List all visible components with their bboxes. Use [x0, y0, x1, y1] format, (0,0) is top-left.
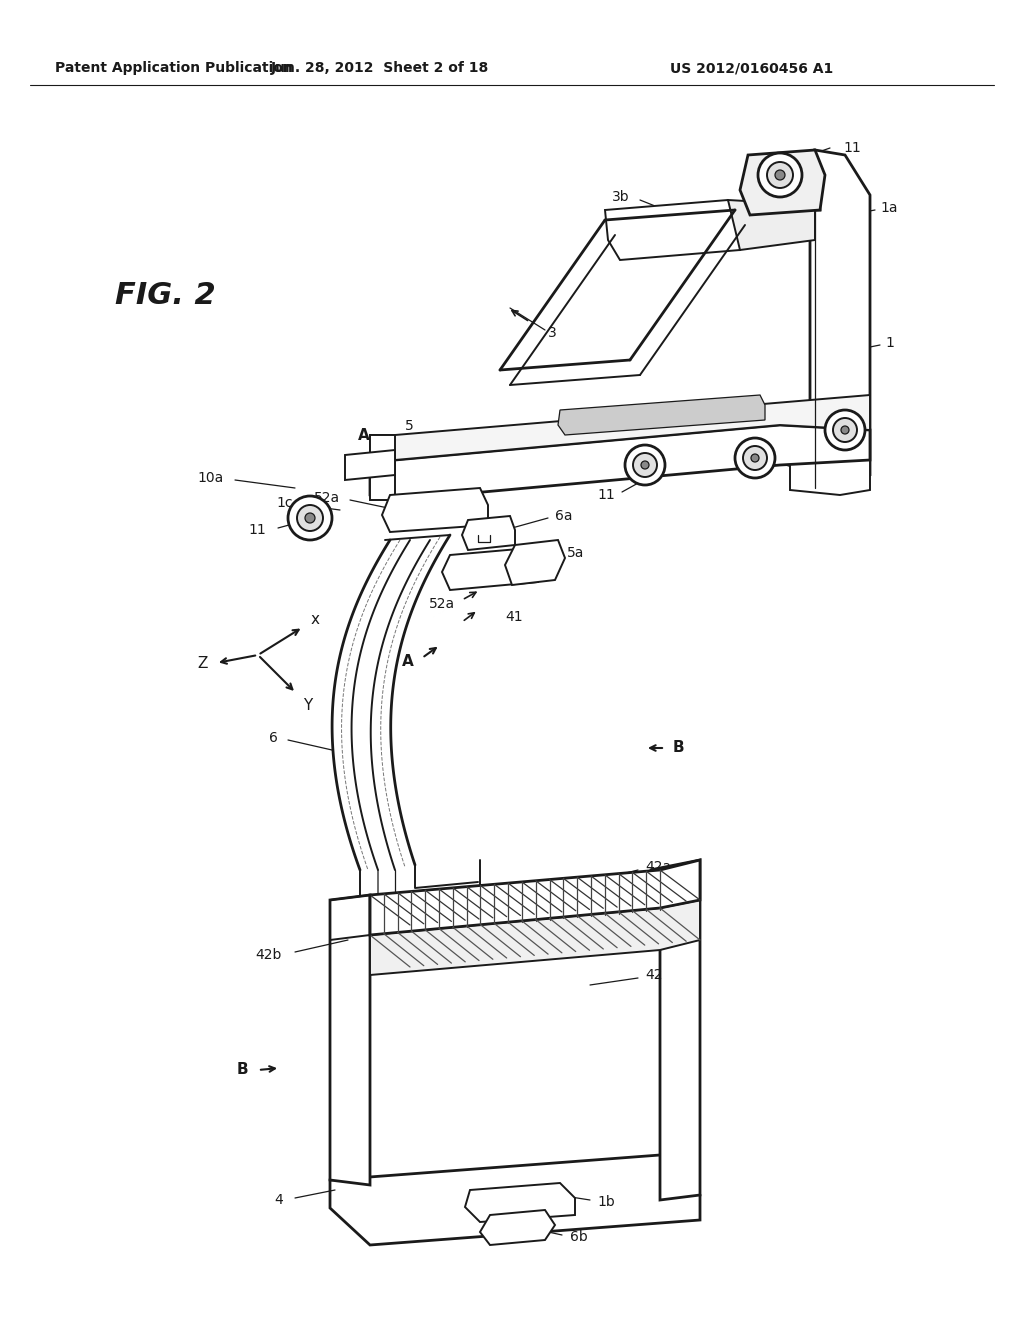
- Polygon shape: [810, 150, 870, 490]
- Polygon shape: [790, 447, 870, 495]
- Circle shape: [825, 411, 865, 450]
- Circle shape: [305, 513, 315, 523]
- Circle shape: [841, 426, 849, 434]
- Text: 3b: 3b: [612, 190, 630, 205]
- Text: Jun. 28, 2012  Sheet 2 of 18: Jun. 28, 2012 Sheet 2 of 18: [271, 61, 489, 75]
- Polygon shape: [370, 900, 700, 975]
- Polygon shape: [370, 425, 870, 500]
- Polygon shape: [650, 861, 700, 1200]
- Text: 42b: 42b: [256, 948, 282, 962]
- Circle shape: [297, 506, 323, 531]
- Circle shape: [743, 446, 767, 470]
- Text: Z: Z: [198, 656, 208, 671]
- Text: FIG. 2: FIG. 2: [115, 281, 215, 309]
- Text: 41: 41: [505, 610, 522, 624]
- Circle shape: [833, 418, 857, 442]
- Polygon shape: [558, 395, 765, 436]
- Text: 1: 1: [885, 337, 894, 350]
- Polygon shape: [370, 395, 870, 459]
- Text: 42a: 42a: [645, 861, 671, 874]
- Text: 1b: 1b: [597, 1195, 614, 1209]
- Text: 5a: 5a: [567, 546, 585, 560]
- Polygon shape: [605, 201, 740, 260]
- Polygon shape: [480, 1210, 555, 1245]
- Circle shape: [758, 153, 802, 197]
- Polygon shape: [442, 548, 538, 590]
- Polygon shape: [505, 540, 565, 585]
- Polygon shape: [382, 488, 488, 532]
- Circle shape: [288, 496, 332, 540]
- Polygon shape: [370, 861, 700, 935]
- Text: 10a: 10a: [198, 471, 224, 484]
- Text: 3a: 3a: [853, 455, 870, 469]
- Circle shape: [641, 461, 649, 469]
- Circle shape: [775, 170, 785, 180]
- Text: 3b: 3b: [640, 450, 658, 465]
- Text: 42: 42: [645, 968, 663, 982]
- Circle shape: [625, 445, 665, 484]
- Text: 3: 3: [548, 326, 557, 341]
- Polygon shape: [465, 1183, 575, 1222]
- Text: 52a: 52a: [314, 491, 340, 506]
- Text: A: A: [358, 428, 370, 442]
- Text: x: x: [310, 612, 319, 627]
- Text: 4: 4: [274, 1193, 283, 1206]
- Polygon shape: [370, 436, 395, 500]
- Polygon shape: [330, 895, 370, 1185]
- Text: 1a: 1a: [880, 201, 897, 215]
- Text: US 2012/0160456 A1: US 2012/0160456 A1: [670, 61, 834, 75]
- Text: 6b: 6b: [570, 1230, 588, 1243]
- Text: 11: 11: [597, 488, 615, 502]
- Text: 1c: 1c: [276, 496, 293, 510]
- Polygon shape: [330, 1155, 700, 1245]
- Text: 6: 6: [269, 731, 278, 744]
- Text: 11: 11: [800, 463, 818, 477]
- Circle shape: [735, 438, 775, 478]
- Text: 5: 5: [406, 418, 414, 433]
- Text: Y: Y: [303, 697, 312, 713]
- Text: 52a: 52a: [429, 597, 455, 611]
- Polygon shape: [740, 150, 825, 215]
- Circle shape: [751, 454, 759, 462]
- Polygon shape: [728, 201, 815, 249]
- Text: 6a: 6a: [555, 510, 572, 523]
- Text: B: B: [237, 1063, 248, 1077]
- Polygon shape: [462, 516, 515, 550]
- Text: Patent Application Publication: Patent Application Publication: [55, 61, 293, 75]
- Text: B: B: [673, 741, 685, 755]
- Circle shape: [633, 453, 657, 477]
- Circle shape: [767, 162, 793, 187]
- Text: A: A: [402, 655, 414, 669]
- Text: 11: 11: [843, 141, 861, 154]
- Text: 11: 11: [248, 523, 266, 537]
- Polygon shape: [345, 450, 395, 480]
